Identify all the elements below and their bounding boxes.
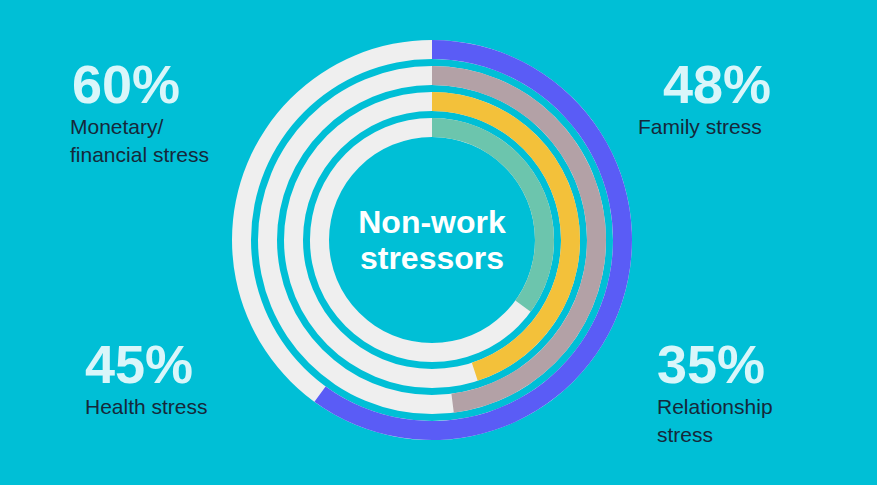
track: [284, 92, 580, 388]
title: Non-workstressors: [358, 204, 506, 276]
category-label: Health stress: [85, 395, 208, 418]
value-label: 48%: [663, 54, 771, 114]
text-line: financial stress: [70, 143, 209, 166]
text-line: Family stress: [638, 115, 762, 138]
tracks: [232, 40, 632, 440]
chart: Non-workstressors 60% 48% 45% 35% Monetary/fi…: [0, 0, 877, 485]
text-line: stressors: [360, 240, 504, 276]
category-label: Monetary/financial stress: [70, 115, 209, 166]
track: [310, 118, 554, 362]
value-label: 35%: [657, 334, 765, 394]
text-line: Relationship: [657, 395, 773, 418]
marks: [314, 40, 632, 440]
value-label: 45%: [85, 334, 193, 394]
category-label: Family stress: [638, 115, 762, 138]
track: [258, 66, 606, 414]
ring-bar: [314, 40, 632, 440]
text-line: Health stress: [85, 395, 208, 418]
value-label: 60%: [72, 54, 180, 114]
background: [0, 0, 877, 485]
plot: [232, 40, 632, 440]
text-line: stress: [657, 423, 713, 446]
category-label: Relationship stress: [657, 395, 773, 446]
track: [232, 40, 632, 440]
text-line: Monetary/: [70, 115, 164, 138]
text-line: Non-work: [358, 204, 506, 240]
